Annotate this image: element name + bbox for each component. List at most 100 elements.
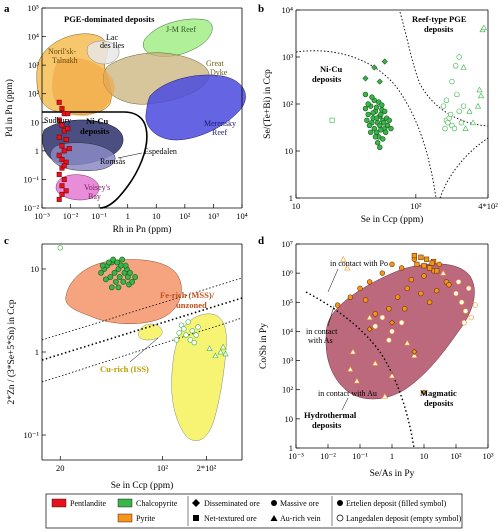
panel-b-xtick-label-2: 4*10² xyxy=(478,201,498,211)
label-jm-reef: J-M Reef xyxy=(166,25,196,34)
ccp-ertelien-point-16 xyxy=(378,111,384,118)
py-ertelien-square-6 xyxy=(427,265,433,271)
py-ertelien-point-20 xyxy=(408,276,414,283)
pentlandite-point-19 xyxy=(65,111,71,117)
legend-pentlandite-swatch xyxy=(51,498,67,508)
label-contact-au: in contact with Au xyxy=(318,389,377,398)
label-magmatic-line1: Magmatic xyxy=(420,388,457,398)
py-ertelien-point-2 xyxy=(357,285,363,292)
pentlandite-point-3 xyxy=(56,117,62,123)
ccp-c-langedalen-circle-7 xyxy=(193,332,199,338)
py-langedalen-triangle-10 xyxy=(440,269,447,276)
panel-d-xtick-label-3: 1 xyxy=(390,451,394,461)
py-diamond-3 xyxy=(366,326,373,333)
ccp-ertelien-point-1 xyxy=(365,111,371,118)
ccp-c-langedalen-circle-11 xyxy=(191,339,197,346)
legend-au-vein-symbol xyxy=(270,515,278,521)
ccp-langedalen-circle-14 xyxy=(452,63,459,69)
pentlandite-point-23 xyxy=(56,196,62,202)
panel-a-regions xyxy=(36,18,246,209)
pentlandite-point-1 xyxy=(59,106,65,112)
ccp-ertelien-point-34 xyxy=(365,101,371,107)
ccp-ertelien-point-19 xyxy=(384,122,391,129)
label-fe-rich-line1: Fe-rich (MSS)/ xyxy=(160,290,215,300)
py-langedalen-circle-2 xyxy=(462,308,469,314)
region-lac-des-iles xyxy=(86,40,120,65)
panel-c-ylabel: 2*Zn / (3*Se+5*Sn) in Ccp xyxy=(6,299,17,404)
ccp-c-ertelien-point-25 xyxy=(99,262,106,269)
region-noril-overlay xyxy=(52,58,115,117)
py-langedalen-circle-12 xyxy=(398,319,405,326)
panel-c-xtick-label-0: 20 xyxy=(56,463,65,473)
legend-massive: Massive ore xyxy=(280,499,319,508)
py-langedalen-triangle-8 xyxy=(404,339,411,346)
label-sudbury: Sudbury xyxy=(44,116,71,125)
py-ertelien-point-1 xyxy=(347,294,354,300)
ccp-ertelien-point-31 xyxy=(374,140,381,146)
panel-d-ytick-label-2: 10² xyxy=(282,385,294,395)
panel-a-ytick-label-0: 10⁻² xyxy=(23,203,39,213)
panel-a-ytick-label-5: 10³ xyxy=(28,60,40,70)
ccp-ertelien-point-30 xyxy=(372,134,379,140)
ccp-langedalen-triangle-4 xyxy=(474,102,482,109)
panel-a-axes: 10⁻³ 10⁻² 10⁻¹ 1 10 10² 10³ 10⁴10⁻²10⁻¹11010²10… xyxy=(23,3,247,221)
panel-d-ytick-label-6: 10⁶ xyxy=(282,268,294,278)
label-reef-line2: deposits xyxy=(424,24,454,34)
label-merensky-line1: Merensky xyxy=(204,119,236,128)
panel-a-ytick-label-3: 10 xyxy=(31,117,40,127)
py-ertelien-point-17 xyxy=(436,261,442,268)
ccp-c-ertelien-point-23 xyxy=(108,284,115,291)
panel-a-ytick-label-4: 10² xyxy=(28,89,40,99)
panel-d-xtick-label-0: 10⁻³ xyxy=(288,451,304,461)
py-langedalen-triangle-7 xyxy=(381,392,389,399)
ccp-ertelien-point-14 xyxy=(366,122,373,129)
py-ertelien-square-0 xyxy=(411,252,417,259)
panel-a-xtick-label-7: 10⁴ xyxy=(236,211,248,221)
ccp-c-ertelien-point-14 xyxy=(105,259,112,266)
ccp-ertelien-diamond-3 xyxy=(376,78,383,85)
label-contact-po: in contact with Po xyxy=(330,259,388,268)
label-nicu-b-line2: deposits xyxy=(312,74,342,84)
ccp-c-ertelien-point-19 xyxy=(98,269,104,276)
ccp-c-ertelien-point-17 xyxy=(119,256,126,263)
ccp-langedalen-circle-5 xyxy=(447,111,454,118)
panel-a-xlabel: Rh in Pn (ppm) xyxy=(113,224,172,235)
ccp-ertelien-point-17 xyxy=(381,120,387,126)
panel-b-xtick-label-1: 10² xyxy=(410,201,422,211)
label-nicu-line2: deposits xyxy=(80,126,110,136)
ccp-langedalen-circle-13 xyxy=(449,78,455,85)
py-ertelien-point-4 xyxy=(379,270,386,276)
panel-c-xtick-label-1: 10² xyxy=(157,463,169,473)
ccp-ertelien-point-37 xyxy=(362,91,369,98)
ccp-ertelien-point-18 xyxy=(382,129,389,135)
boundary-nicu-b xyxy=(295,50,437,199)
panel-d-ytick-label-0: 1 xyxy=(289,443,293,453)
ccp-langedalen-circle-6 xyxy=(451,125,458,132)
label-lac-line2: des Iles xyxy=(100,41,124,50)
ccp-c-ertelien-point-8 xyxy=(107,274,114,280)
panel-c-ytick-label-1: 1 xyxy=(35,347,39,357)
pentlandite-point-0 xyxy=(56,99,62,105)
panel-a-ytick-label-1: 10⁻¹ xyxy=(23,174,39,184)
ccp-c-ertelien-point-18 xyxy=(122,262,129,269)
ccp-ertelien-point-29 xyxy=(388,125,394,132)
ccp-langedalen-triangle-2 xyxy=(460,64,467,70)
pentlandite-point-15 xyxy=(61,176,67,182)
legend-box xyxy=(45,493,463,529)
panel-c-xlabel: Se in Ccp (ppm) xyxy=(111,480,174,491)
espedalen-pointer xyxy=(117,152,143,159)
pentlandite-point-16 xyxy=(59,183,65,189)
py-ertelien-point-6 xyxy=(398,265,405,271)
panel-a-ylabel: Pd in Pn (ppm) xyxy=(4,79,15,137)
legend-au-vein: Au-rich vein xyxy=(280,514,321,523)
panel-a-xtick-label-4: 10 xyxy=(152,211,161,221)
py-ertelien-point-0 xyxy=(334,302,341,308)
legend-disseminated-symbol xyxy=(192,499,200,507)
py-ertelien-square-2 xyxy=(423,256,430,262)
legend-langedalen: Langedalen deposit (empty symbol) xyxy=(346,514,462,523)
ccp-c-langedalen-circle-9 xyxy=(173,337,180,343)
py-langedalen-circle-11 xyxy=(386,337,392,343)
panel-d-ytick-label-7: 10⁷ xyxy=(282,239,294,249)
panel-a-xtick-label-5: 10² xyxy=(179,211,191,221)
